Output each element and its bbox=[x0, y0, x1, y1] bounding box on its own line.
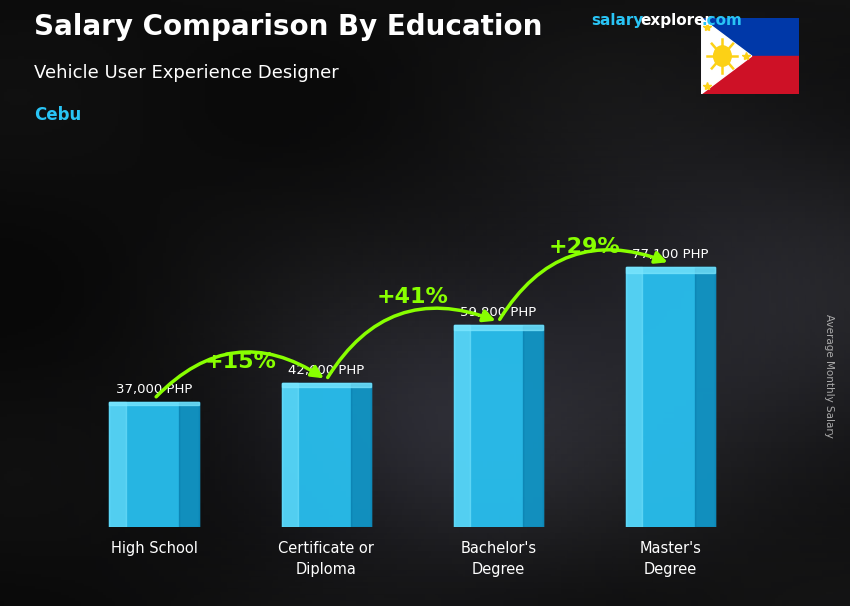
Bar bbox=[110, 402, 126, 527]
Bar bbox=[454, 325, 543, 330]
Bar bbox=[695, 267, 715, 527]
Bar bbox=[281, 383, 371, 387]
Text: Salary Comparison By Education: Salary Comparison By Education bbox=[34, 13, 542, 41]
Text: +15%: +15% bbox=[204, 351, 276, 371]
Text: +41%: +41% bbox=[377, 287, 448, 307]
Bar bbox=[701, 56, 799, 94]
Text: explorer: explorer bbox=[640, 13, 712, 28]
Bar bbox=[110, 402, 199, 527]
Bar bbox=[454, 325, 543, 527]
Text: salary: salary bbox=[591, 13, 643, 28]
Text: Cebu: Cebu bbox=[34, 106, 82, 124]
Text: .com: .com bbox=[701, 13, 742, 28]
Bar bbox=[179, 402, 199, 527]
Circle shape bbox=[714, 46, 731, 66]
Bar bbox=[626, 267, 715, 273]
Bar bbox=[454, 325, 470, 527]
Circle shape bbox=[718, 51, 727, 61]
Bar bbox=[626, 267, 642, 527]
Bar bbox=[281, 383, 371, 527]
Bar bbox=[110, 402, 199, 405]
Text: Average Monthly Salary: Average Monthly Salary bbox=[824, 314, 834, 438]
Bar bbox=[281, 383, 298, 527]
Bar bbox=[351, 383, 371, 527]
Bar bbox=[524, 325, 543, 527]
Text: +29%: +29% bbox=[548, 237, 620, 257]
Polygon shape bbox=[701, 18, 751, 94]
Text: 77,100 PHP: 77,100 PHP bbox=[632, 248, 709, 261]
Text: 42,600 PHP: 42,600 PHP bbox=[288, 364, 365, 377]
Text: Vehicle User Experience Designer: Vehicle User Experience Designer bbox=[34, 64, 339, 82]
Bar bbox=[626, 267, 715, 527]
Text: 59,800 PHP: 59,800 PHP bbox=[460, 306, 536, 319]
Text: 37,000 PHP: 37,000 PHP bbox=[116, 383, 192, 396]
Bar bbox=[701, 18, 799, 56]
